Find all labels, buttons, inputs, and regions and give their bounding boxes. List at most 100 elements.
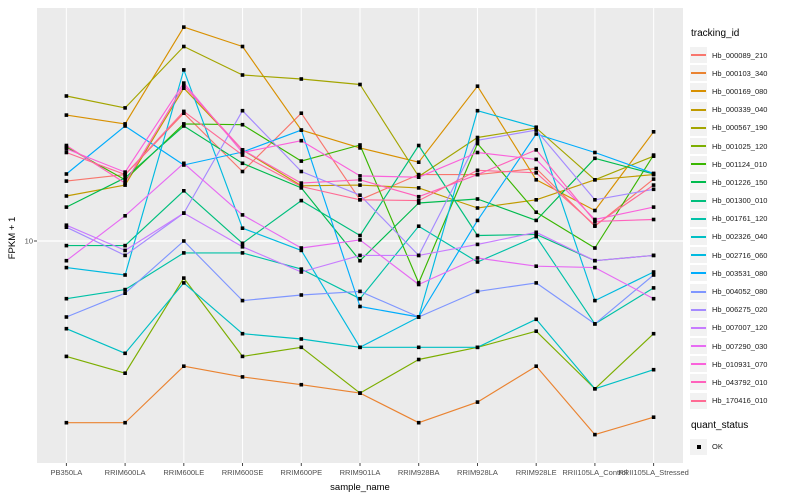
data-point xyxy=(534,281,538,285)
legend-item-label: Hb_007290_030 xyxy=(712,341,768,351)
data-point xyxy=(651,296,656,301)
legend-color-line xyxy=(691,108,706,111)
data-point xyxy=(182,189,186,193)
data-point xyxy=(123,243,127,248)
data-point xyxy=(182,83,186,88)
data-point xyxy=(534,218,538,223)
data-point xyxy=(534,364,538,368)
data-point xyxy=(64,179,69,183)
data-point xyxy=(416,198,421,203)
data-point xyxy=(123,176,127,180)
data-point xyxy=(123,371,127,375)
legend-item: Hb_001226_150 xyxy=(690,173,798,191)
data-point xyxy=(593,208,597,213)
data-point xyxy=(534,264,538,268)
data-point xyxy=(475,197,480,201)
data-point xyxy=(651,331,656,336)
data-point xyxy=(475,233,480,238)
data-point xyxy=(64,205,69,209)
data-point xyxy=(182,122,186,126)
data-point xyxy=(64,94,69,98)
legend-items: Hb_000089_210 Hb_000103_340 Hb_000169_080 H… xyxy=(690,46,798,410)
data-point xyxy=(416,175,421,179)
data-point xyxy=(299,159,304,163)
data-point xyxy=(123,124,127,128)
data-point xyxy=(534,128,538,132)
legend-key-box xyxy=(690,156,707,173)
data-point xyxy=(534,171,538,175)
data-point xyxy=(416,345,421,350)
legend-item: Hb_043792_010 xyxy=(690,373,798,391)
data-point xyxy=(64,143,69,148)
legend-item: Hb_000169_080 xyxy=(690,82,798,100)
data-point xyxy=(416,160,421,164)
data-point xyxy=(299,128,304,132)
data-point xyxy=(593,156,597,161)
data-point xyxy=(240,241,245,246)
data-point xyxy=(651,217,656,222)
legend-color-line xyxy=(691,254,706,257)
legend-color-line xyxy=(691,363,706,366)
data-point xyxy=(534,234,538,239)
data-point xyxy=(534,178,538,182)
x-tick-label: PB350LA xyxy=(50,468,83,477)
data-point xyxy=(534,132,538,136)
data-point xyxy=(651,153,656,157)
legend-key-box xyxy=(690,119,707,136)
data-point xyxy=(416,357,421,362)
data-point xyxy=(593,322,597,326)
data-point xyxy=(299,138,304,143)
data-point xyxy=(534,317,538,322)
legend-item: Hb_007007_120 xyxy=(690,319,798,337)
data-point xyxy=(358,183,362,187)
legend-item-label: OK xyxy=(712,442,723,452)
data-point xyxy=(299,248,304,253)
data-point xyxy=(651,415,656,419)
data-point xyxy=(240,169,245,174)
data-point xyxy=(240,108,245,113)
data-point xyxy=(593,198,597,202)
legend-key-box xyxy=(690,192,707,209)
x-tick-label: RRIM600PE xyxy=(280,468,323,477)
x-tick-label: RRIM928LE xyxy=(515,468,557,477)
x-tick-label: RRIM901LA xyxy=(339,468,381,477)
legend-item: Hb_006275_020 xyxy=(690,301,798,319)
data-point xyxy=(299,184,304,189)
legend-color-line xyxy=(691,399,706,402)
data-point xyxy=(64,147,69,151)
legend-item-label: Hb_002716_060 xyxy=(712,250,768,260)
y-tick-label: 10 xyxy=(24,236,33,246)
data-point xyxy=(416,282,421,287)
data-point xyxy=(123,287,127,292)
legend-item: Hb_002716_060 xyxy=(690,246,798,264)
data-point xyxy=(358,238,362,242)
data-point xyxy=(123,248,127,253)
x-axis-title: sample_name xyxy=(330,482,390,493)
legend-item: Hb_010931_070 xyxy=(690,355,798,373)
data-point xyxy=(475,172,480,177)
data-point xyxy=(64,354,69,359)
data-point xyxy=(651,253,656,258)
legend-color-line xyxy=(691,290,706,293)
quant-status-block: quant_status OK xyxy=(690,420,798,456)
legend-item-label: Hb_001124_010 xyxy=(712,159,767,169)
data-point xyxy=(299,270,304,274)
legend-key-box xyxy=(690,101,707,118)
legend-item-label: Hb_001025_120 xyxy=(712,141,768,151)
legend-color-line xyxy=(691,345,706,348)
legend-item-label: Hb_006275_020 xyxy=(712,305,768,315)
data-point xyxy=(123,106,127,110)
data-point xyxy=(651,286,656,290)
data-point xyxy=(651,187,656,192)
legend-item-label: Hb_000169_080 xyxy=(712,86,768,96)
legend-item-label: Hb_003531_080 xyxy=(712,268,768,278)
legend-color-line xyxy=(691,126,706,129)
y-axis-title: FPKM + 1 xyxy=(7,216,18,260)
data-point xyxy=(299,267,304,271)
x-tick-label: RRIM928BA xyxy=(397,468,440,477)
data-point xyxy=(651,130,656,134)
x-tick-label: RRIM600LA xyxy=(104,468,146,477)
data-point xyxy=(593,258,597,263)
legend-key-box xyxy=(690,374,707,391)
